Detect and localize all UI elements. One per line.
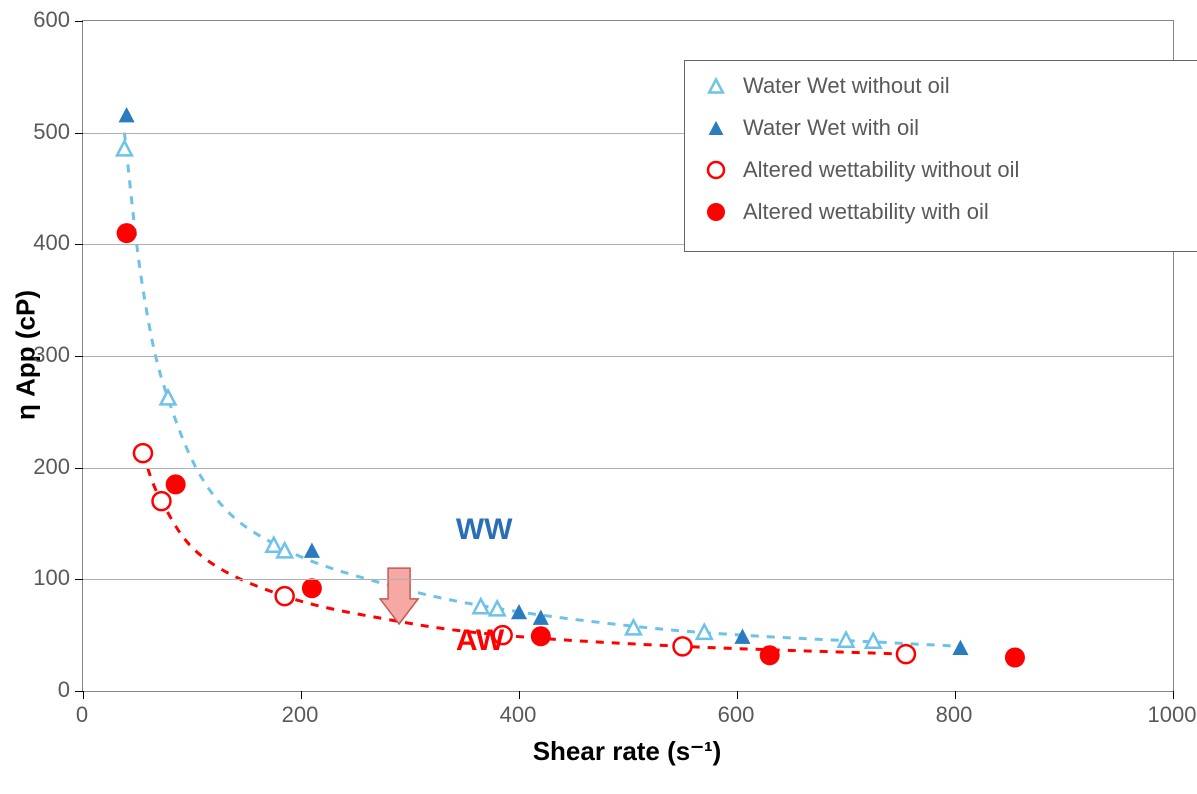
data-point [626, 620, 641, 634]
legend-label: Altered wettability without oil [743, 157, 1019, 183]
data-point [161, 390, 176, 404]
y-tick [75, 244, 83, 245]
y-tick [75, 468, 83, 469]
annotation-ww: WW [456, 513, 513, 547]
x-tick [955, 691, 956, 699]
data-point [117, 223, 137, 243]
x-axis-title: Shear rate (s⁻¹) [533, 736, 722, 767]
y-tick-label: 400 [33, 230, 70, 256]
legend-entry: Water Wet with oil [701, 117, 1197, 139]
data-point [119, 107, 135, 122]
x-tick-label: 200 [282, 702, 319, 728]
legend-marker-icon [701, 157, 731, 183]
chart-container: Shear rate (s⁻¹) η App (cP) WW AW Water … [0, 0, 1197, 794]
y-tick [75, 21, 83, 22]
data-point [1005, 648, 1025, 668]
x-tick [519, 691, 520, 699]
trendline [143, 453, 906, 654]
down-arrow-icon [380, 568, 418, 624]
gridline [83, 579, 1173, 580]
data-point [952, 640, 968, 655]
legend-label: Altered wettability with oil [743, 199, 989, 225]
y-tick-label: 200 [33, 454, 70, 480]
legend-marker-icon [701, 199, 731, 225]
legend-entry: Altered wettability with oil [701, 201, 1197, 223]
gridline [83, 468, 1173, 469]
legend: Water Wet without oil Water Wet with oil A… [684, 60, 1197, 252]
x-tick-label: 400 [500, 702, 537, 728]
data-point [531, 626, 551, 646]
data-point [674, 637, 692, 655]
legend-label: Water Wet with oil [743, 115, 919, 141]
y-tick-label: 0 [58, 677, 70, 703]
data-point [897, 645, 915, 663]
x-tick [301, 691, 302, 699]
y-tick [75, 691, 83, 692]
legend-marker-icon [701, 73, 731, 99]
data-point [760, 645, 780, 665]
x-tick-label: 1000 [1148, 702, 1197, 728]
x-tick-label: 600 [718, 702, 755, 728]
data-point [134, 444, 152, 462]
legend-entry: Altered wettability without oil [701, 159, 1197, 181]
data-point [302, 578, 322, 598]
y-tick-label: 500 [33, 119, 70, 145]
x-tick-label: 800 [936, 702, 973, 728]
x-tick [83, 691, 84, 699]
x-tick-label: 0 [76, 702, 88, 728]
x-tick [1173, 691, 1174, 699]
legend-entry: Water Wet without oil [701, 75, 1197, 97]
x-tick [737, 691, 738, 699]
data-point [166, 474, 186, 494]
y-tick-label: 300 [33, 342, 70, 368]
data-point [117, 141, 132, 155]
y-tick [75, 356, 83, 357]
data-point [152, 492, 170, 510]
legend-label: Water Wet without oil [743, 73, 950, 99]
y-tick-label: 600 [33, 7, 70, 33]
y-tick [75, 133, 83, 134]
y-tick [75, 579, 83, 580]
legend-marker-icon [701, 115, 731, 141]
data-point [304, 543, 320, 558]
y-tick-label: 100 [33, 565, 70, 591]
annotation-aw: AW [456, 624, 504, 658]
data-point [276, 587, 294, 605]
gridline [83, 356, 1173, 357]
